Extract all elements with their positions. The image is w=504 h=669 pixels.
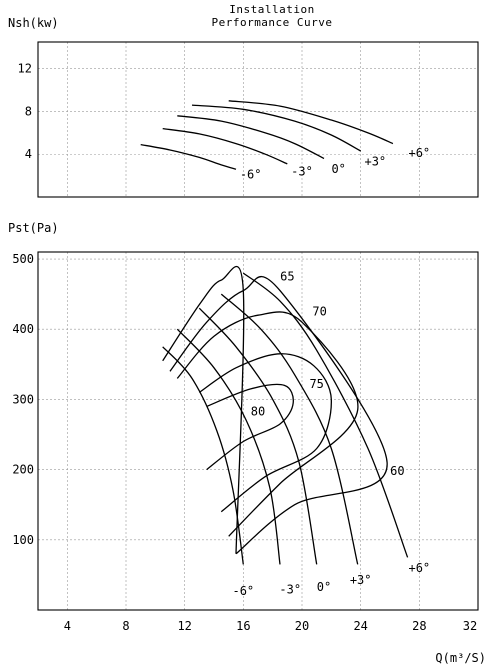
pressure-axis-title: Pst(Pa): [8, 221, 59, 235]
pressure-x-tick-label: 24: [353, 619, 367, 633]
pressure-grid: [38, 252, 478, 610]
efficiency-contours: 60 65 70 75 80: [162, 265, 405, 555]
efficiency-contour: [206, 383, 294, 471]
blade-angle-label: +6°: [408, 561, 430, 575]
efficiency-label: 70: [312, 305, 326, 319]
power-curve: [162, 127, 288, 165]
pressure-x-tick-label: 28: [412, 619, 426, 633]
pressure-y-tick-label: 200: [12, 463, 34, 477]
power-y-tick-label: 8: [25, 104, 32, 118]
pressure-y-ticks: 100 200 300 400 500: [12, 252, 34, 547]
power-curves: -6° -3° 0° +3° +6°: [140, 100, 430, 182]
power-curve: [228, 100, 394, 145]
pressure-plot-frame: [37, 251, 479, 611]
pressure-x-tick-label: 20: [295, 619, 309, 633]
pressure-x-ticks: 4 8 12 16 20 24 28 32: [64, 619, 478, 633]
blade-angle-label: 0°: [317, 580, 331, 594]
pressure-x-tick-label: 4: [64, 619, 71, 633]
efficiency-label: 75: [309, 377, 323, 391]
power-plot-frame: [37, 41, 479, 198]
power-curve-label: -3°: [291, 164, 313, 178]
pressure-y-tick-label: 400: [12, 322, 34, 336]
efficiency-contour: [169, 276, 388, 555]
blade-angle-label: +3°: [350, 573, 372, 587]
chart-title-line1: Installation: [229, 3, 314, 16]
blade-angle-curve: [176, 328, 281, 565]
power-curve: [177, 115, 325, 160]
pressure-x-tick-label: 32: [463, 619, 477, 633]
blade-angle-curve: [242, 272, 409, 558]
power-curve-label: -6°: [240, 168, 262, 182]
blade-angle-label: -3°: [279, 583, 301, 597]
pressure-x-tick-label: 8: [122, 619, 129, 633]
power-curve-label: +6°: [408, 146, 430, 160]
efficiency-contour: [162, 265, 245, 554]
blade-angle-curve: [162, 346, 244, 565]
blade-angle-curve: [220, 293, 359, 565]
power-axis-title: Nsh(kw): [8, 16, 59, 30]
power-chart: Nsh(kw) 4 8 12 -6° -3° 0° +3° +6°: [8, 16, 479, 198]
power-curve: [140, 143, 237, 170]
power-y-ticks: 4 8 12: [18, 62, 32, 162]
blade-angle-curves: -6° -3° 0° +3° +6°: [162, 272, 430, 598]
pressure-x-tick-label: 12: [177, 619, 191, 633]
pressure-y-tick-label: 300: [12, 392, 34, 406]
power-curve-label: 0°: [331, 162, 345, 176]
efficiency-label: 80: [251, 404, 265, 418]
blade-angle-curve: [198, 307, 318, 565]
power-grid: [38, 42, 478, 197]
power-y-tick-label: 12: [18, 62, 32, 76]
blade-angle-label: -6°: [232, 584, 254, 598]
efficiency-contour: [198, 353, 332, 513]
power-y-tick-label: 4: [25, 147, 32, 161]
efficiency-label: 65: [280, 270, 294, 284]
x-axis-title: Q(m³/S): [435, 651, 486, 665]
power-curve: [191, 104, 362, 152]
power-curve-label: +3°: [364, 155, 386, 169]
pressure-chart: Pst(Pa) 100 200 300 400 500 4 8 12 16 20 24 28 32 6…: [8, 221, 486, 665]
pressure-x-tick-label: 16: [236, 619, 250, 633]
efficiency-contour: [176, 311, 359, 537]
pressure-y-tick-label: 500: [12, 252, 34, 266]
pressure-y-tick-label: 100: [12, 533, 34, 547]
efficiency-label: 60: [390, 464, 404, 478]
chart-title-line2: Performance Curve: [211, 16, 332, 29]
